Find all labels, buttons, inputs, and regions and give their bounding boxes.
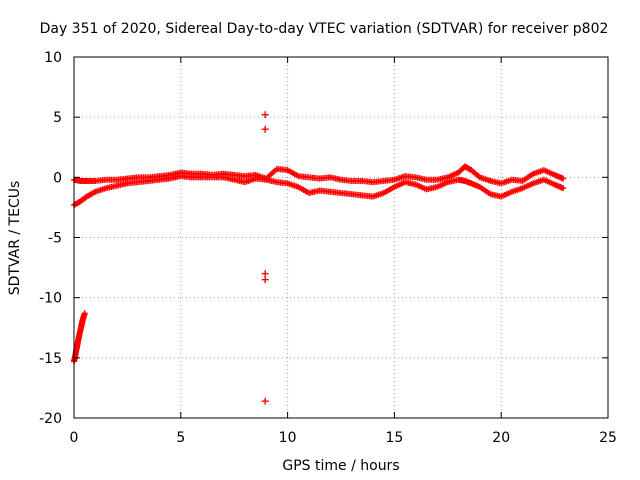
chart-title: Day 351 of 2020, Sidereal Day-to-day VTE…: [40, 21, 609, 37]
grid-lines: [74, 57, 608, 418]
outliers-point: [261, 270, 269, 278]
x-tick-label: 0: [70, 430, 79, 446]
axis-ticks: 0 5 10 15 20 25 10 5 0 -5 -10 -15 -20: [39, 50, 617, 446]
y-axis-label: SDTVAR / TECUs: [7, 181, 23, 296]
x-tick-label: 10: [279, 430, 297, 446]
y-tick-label: -15: [39, 351, 62, 367]
lower-band-point: [560, 185, 567, 192]
y-tick-label: 5: [53, 110, 62, 126]
early-ramp-point: [81, 310, 88, 317]
y-tick-label: 10: [44, 50, 62, 66]
y-tick-label: 0: [53, 170, 62, 186]
x-tick-label: 25: [599, 430, 617, 446]
x-tick-label: 5: [176, 430, 185, 446]
outliers-point: [261, 397, 269, 405]
upper-band-point: [560, 175, 567, 182]
outliers-point: [261, 111, 269, 119]
x-tick-label: 20: [492, 430, 510, 446]
x-tick-label: 15: [385, 430, 403, 446]
y-tick-label: -20: [39, 411, 62, 427]
outliers-point: [261, 276, 269, 284]
y-tick-label: -5: [48, 231, 62, 247]
outliers-point: [261, 125, 269, 133]
data-points: [71, 111, 567, 405]
y-tick-label: -10: [39, 291, 62, 307]
x-axis-label: GPS time / hours: [282, 458, 399, 474]
